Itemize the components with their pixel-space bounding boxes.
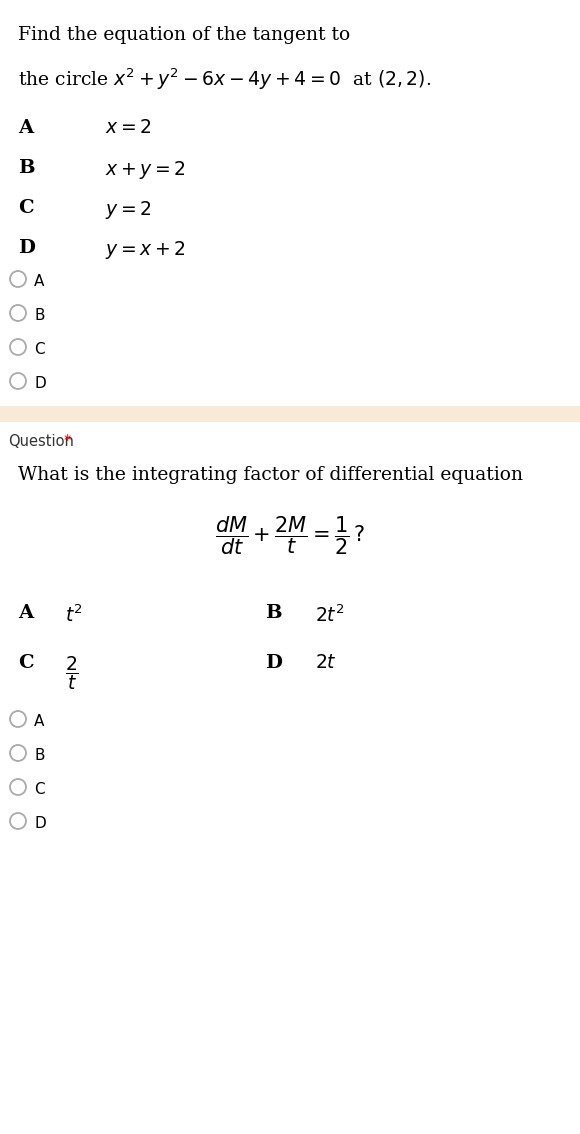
Text: B: B [34,748,45,763]
Text: D: D [34,816,46,831]
Text: $2t$: $2t$ [315,654,337,672]
Text: B: B [18,159,35,177]
Text: Find the equation of the tangent to: Find the equation of the tangent to [18,26,350,44]
Text: A: A [18,119,33,137]
Text: C: C [18,198,34,217]
Text: C: C [34,782,45,797]
Text: $x = 2$: $x = 2$ [105,119,151,137]
Text: the circle $x^2 + y^2 - 6x - 4y + 4 = 0$  at $(2,2)$.: the circle $x^2 + y^2 - 6x - 4y + 4 = 0$… [18,66,432,92]
Text: Question: Question [8,434,74,449]
Text: B: B [265,604,282,623]
Text: $y = 2$: $y = 2$ [105,198,151,221]
Text: D: D [18,239,35,257]
Text: $t^2$: $t^2$ [65,604,83,626]
Text: C: C [18,654,34,672]
Text: What is the integrating factor of differential equation: What is the integrating factor of differ… [18,466,523,484]
Text: $x + y = 2$: $x + y = 2$ [105,159,186,181]
Text: D: D [34,376,46,391]
Text: $y = x + 2$: $y = x + 2$ [105,239,186,261]
Text: A: A [34,274,45,289]
Text: C: C [34,342,45,357]
Text: *: * [64,434,71,449]
Text: B: B [34,308,45,323]
FancyBboxPatch shape [0,406,580,422]
Text: A: A [18,604,33,623]
Text: $2t^2$: $2t^2$ [315,604,345,626]
Text: $\dfrac{2}{t}$: $\dfrac{2}{t}$ [65,654,79,692]
Text: $\dfrac{dM}{dt} + \dfrac{2M}{t} = \dfrac{1}{2}\,?$: $\dfrac{dM}{dt} + \dfrac{2M}{t} = \dfrac… [215,514,365,557]
Text: D: D [265,654,282,672]
Text: A: A [34,714,45,729]
